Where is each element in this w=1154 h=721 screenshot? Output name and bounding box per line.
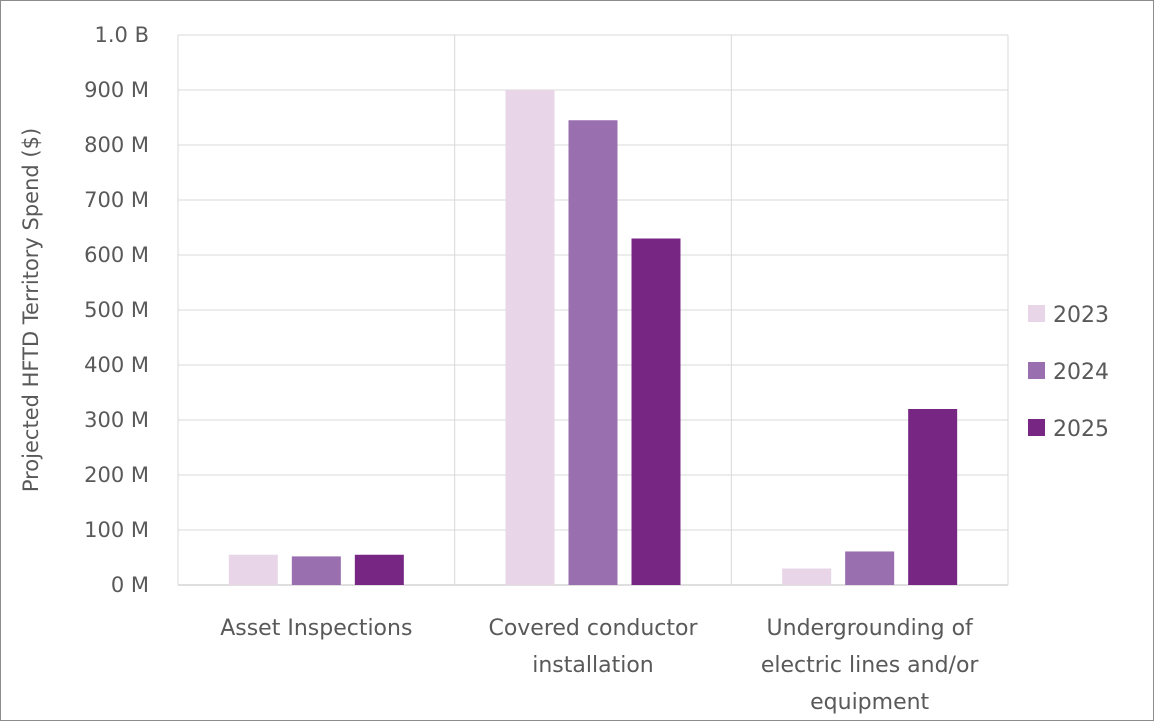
legend-swatch-2024 xyxy=(1028,362,1045,379)
y-tick-label: 300 M xyxy=(84,408,149,432)
x-category-label: Asset Inspections xyxy=(220,616,412,641)
y-tick-label: 1.0 B xyxy=(95,23,149,47)
bar-2023 xyxy=(228,554,278,585)
legend-swatch-2025 xyxy=(1028,419,1045,436)
y-tick-label: 0 M xyxy=(111,573,149,597)
legend-label: 2023 xyxy=(1053,303,1109,328)
y-tick-label: 600 M xyxy=(84,243,149,267)
bar-2024 xyxy=(568,120,618,585)
legend-swatch-2023 xyxy=(1028,305,1045,322)
x-category-label: Covered conductor installation xyxy=(488,616,698,678)
bar-2024 xyxy=(291,556,341,585)
bar-2025 xyxy=(631,238,681,585)
bar-2023 xyxy=(505,90,555,585)
bar-2024 xyxy=(845,551,895,585)
y-axis-title: Projected HFTD Territory Spend ($) xyxy=(19,128,43,492)
y-tick-label: 700 M xyxy=(84,188,149,212)
legend-label: 2025 xyxy=(1053,417,1109,442)
x-category-label: Undergrounding of electric lines and/or eq… xyxy=(761,616,980,715)
y-tick-label: 500 M xyxy=(84,298,149,322)
y-tick-label: 900 M xyxy=(84,78,149,102)
legend-label: 2024 xyxy=(1053,360,1109,385)
y-tick-label: 800 M xyxy=(84,133,149,157)
bar-2023 xyxy=(782,568,832,585)
bar-2025 xyxy=(908,409,958,585)
bar-2025 xyxy=(354,554,404,585)
y-tick-label: 200 M xyxy=(84,463,149,487)
y-tick-label: 400 M xyxy=(84,353,149,377)
y-tick-label: 100 M xyxy=(84,518,149,542)
